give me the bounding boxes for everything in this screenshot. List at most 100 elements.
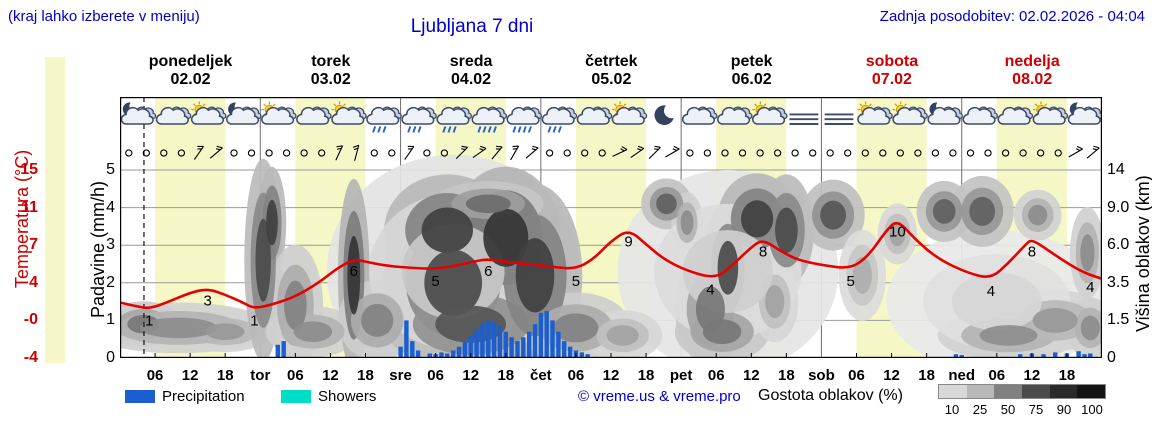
wind-calm-circle (879, 149, 887, 157)
cloud-blob (421, 207, 473, 253)
wind-calm-circle (721, 149, 729, 157)
sun-cloud-icon (857, 101, 893, 125)
hour-tick-label: 06 (988, 367, 1006, 384)
wind-barb (193, 145, 204, 160)
temperature-value-label: 10 (889, 224, 906, 241)
cloud-blob (361, 303, 394, 337)
precipitation-bar (445, 353, 450, 358)
rain-icon (436, 106, 472, 133)
rain-icon (541, 106, 578, 133)
day-abbr-label: čet (530, 367, 552, 384)
precipitation-bar (959, 355, 964, 358)
sun-cloud-icon (190, 101, 227, 125)
precipitation-bar (521, 337, 526, 358)
showers-swatch (281, 390, 311, 403)
cloud-blob (656, 193, 677, 215)
hour-tick-label: 06 (707, 367, 725, 384)
tick-temp-label: 7 (29, 236, 38, 254)
wind-barb (404, 145, 415, 160)
cloud-blob (139, 317, 218, 339)
temperature-colorbar (45, 57, 65, 363)
wind-barb (510, 145, 520, 161)
precipitation-bar (462, 341, 468, 358)
hour-tick-label: 12 (322, 367, 339, 384)
wind-calm-circle (282, 149, 291, 157)
cloud-blob (266, 199, 278, 246)
day-name: petek (730, 53, 773, 70)
hour-tick-label: 12 (742, 367, 760, 384)
wind-calm-circle (160, 149, 168, 157)
wind-calm-circle (1019, 149, 1027, 157)
wind-calm-circle (142, 149, 150, 157)
wind-calm-circle (318, 149, 326, 157)
cloud-blob (951, 272, 1042, 331)
moon-cloud-icon (225, 102, 262, 125)
cloud-blob (932, 199, 956, 224)
hour-tick-label: 12 (181, 367, 199, 384)
hour-tick-label: 18 (216, 367, 234, 384)
day-abbr-label: ned (948, 367, 976, 384)
sun-cloud-icon (892, 101, 928, 125)
precipitation-bar (281, 341, 286, 358)
cloud-blob (969, 196, 996, 226)
temperature-value-label: 1 (250, 313, 258, 330)
cloud-blob (1080, 234, 1095, 272)
precipitation-bar (1088, 353, 1093, 358)
cloud-blob (1032, 308, 1078, 333)
precipitation-bar (1053, 352, 1058, 358)
day-header-sobota: sobota 07.02 (821, 53, 962, 89)
tick-cloud-label: 9.0 (1107, 198, 1130, 216)
tick-precip-label: 5 (106, 161, 115, 178)
cloud-density-scale (938, 384, 1106, 399)
cloud-density-scale-labels: 10 25 50 75 90 100 (938, 401, 1106, 417)
day-header-sreda: sreda 04.02 (401, 53, 542, 89)
precipitation-bar (1018, 354, 1023, 358)
precipitation-bar (439, 352, 444, 358)
hour-tick-label: 12 (1023, 367, 1041, 384)
precipitation-bar (544, 311, 549, 358)
fog-icon (824, 113, 854, 125)
precipitation-bar (509, 337, 514, 358)
precipitation-bar (538, 312, 544, 358)
wind-barb (491, 145, 503, 160)
cloud-icon (296, 106, 332, 125)
cloud-blob (424, 249, 483, 316)
cloud-density-scale-label: 90 (1056, 402, 1072, 417)
wind-barb (612, 146, 628, 157)
precipitation-bar (527, 331, 532, 358)
precipitation-bar (532, 324, 538, 358)
cloud-density-scale-segment (1077, 385, 1106, 398)
showers-legend-label: Showers (318, 388, 377, 405)
tick-cloud-label: 14 (1107, 161, 1125, 178)
cloud-blob (515, 238, 555, 313)
wind-calm-circle (598, 149, 606, 157)
location-menu-hint: (kraj lahko izberete v meniju) (8, 8, 200, 25)
cloud-blob (284, 280, 307, 331)
precipitation-bar (275, 344, 280, 358)
moon-cloud-icon (927, 102, 963, 125)
wind-calm-circle (423, 149, 431, 157)
hour-tick-label: 18 (918, 367, 935, 384)
sun-cloud-icon (611, 101, 648, 125)
credit-link[interactable]: © vreme.us & vreme.pro (578, 388, 741, 405)
wind-barb (1086, 145, 1100, 159)
wind-barb (648, 145, 661, 160)
heavy-rain-icon (506, 106, 543, 133)
temperature-value-label: 3 (204, 293, 212, 310)
precipitation-bar (1041, 354, 1046, 358)
hour-tick-label: 06 (427, 367, 444, 384)
wind-calm-circle (949, 149, 957, 157)
tick-cloud-label: 6.0 (1107, 236, 1130, 254)
cloud-icon (576, 106, 613, 125)
tick-temp-label: -0 (23, 311, 38, 329)
hour-tick-label: 06 (567, 367, 585, 384)
day-headers: ponedeljek 02.02 torek 03.02 sreda 04.02 četrt… (120, 53, 1102, 93)
wind-calm-circle (1036, 149, 1045, 157)
wind-calm-circle (1001, 149, 1010, 157)
wind-calm-circle (791, 149, 799, 157)
tick-precip-label: 2 (106, 273, 115, 291)
temperature-labels: 1 3 1 6 5 6 5 9 4 8 5 10 4 8 4 (145, 224, 1094, 330)
sun-cloud-icon (751, 101, 788, 125)
day-name: nedelja (1004, 53, 1060, 70)
